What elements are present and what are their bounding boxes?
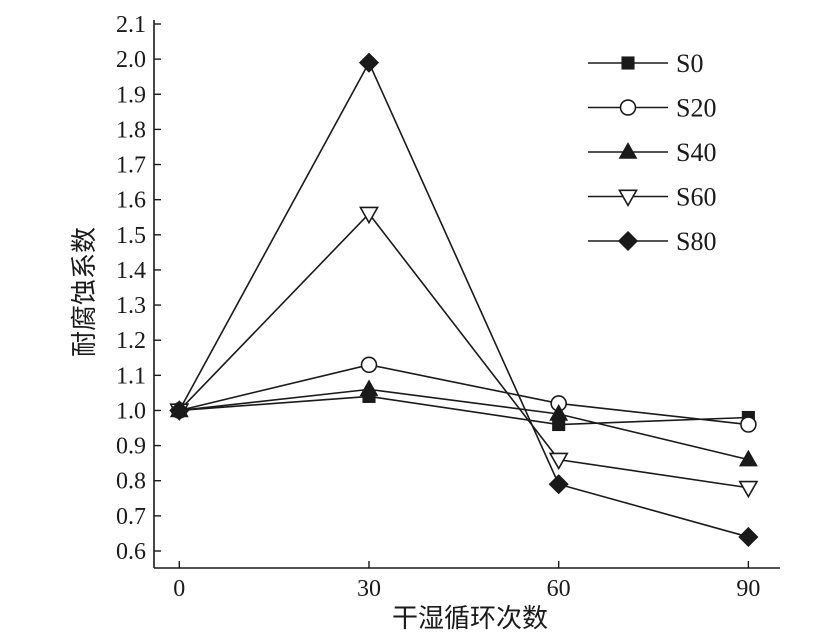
legend-label-s0: S0 [676,49,703,78]
x-tick-label: 90 [736,576,760,602]
x-axis-label: 干湿循环次数 [392,604,548,633]
y-tick-label: 0.8 [116,469,146,495]
legend-marker-s40 [618,142,638,159]
legend-label-s60: S60 [676,183,716,212]
legend-marker-s20 [619,99,637,116]
data-point-s80 [738,526,759,548]
series-line-s60 [178,212,749,489]
data-point-s40 [549,404,569,421]
legend-label-s20: S20 [676,94,716,123]
x-tick-label: 0 [173,576,185,602]
y-tick-label: 1.0 [116,398,146,424]
legend-marker-s80 [617,230,639,252]
y-axis-label: 耐腐蚀系数 [70,227,99,357]
series-line-s20 [179,363,749,426]
y-tick-label: 2.1 [116,12,146,38]
data-point-s20 [360,356,378,374]
axes: 0.6 0.7 0.8 0.9 1.0 1.1 1.2 1.3 1.4 1.5 1.6 1.7 1.8 1… [116,12,780,602]
data-point-s40 [738,449,758,467]
data-point-s60 [548,452,569,471]
data-point-s20 [740,416,757,433]
y-tick-label: 0.7 [116,504,146,530]
legend-marker-s0 [621,56,635,70]
legend-label-s40: S40 [676,138,716,167]
y-tick-label: 0.6 [116,539,146,565]
series-markers [169,52,759,548]
x-tick-label: 60 [547,576,571,602]
y-tick-label: 1.6 [116,188,146,214]
data-point-s60 [738,480,759,499]
y-tick-label: 1.9 [116,82,146,108]
y-tick-label: 1.7 [116,153,146,179]
legend: S0 S20 S40 S60 S80 [588,49,716,256]
legend-marker-s60 [618,189,638,208]
y-tick-label: 1.3 [116,293,146,319]
y-tick-label: 1.2 [116,328,146,354]
data-point-s60 [359,206,379,225]
series-line-s0 [179,395,749,426]
y-tick-label: 2.0 [116,47,146,73]
y-tick-label: 1.4 [116,258,146,284]
series-lines [178,60,749,538]
x-tick-label: 30 [357,576,381,602]
y-tick-label: 1.1 [116,363,146,389]
y-tick-label: 1.8 [116,117,146,143]
data-point-s40 [359,379,379,397]
series-line-s80 [178,60,749,538]
y-tick-label: 0.9 [116,434,146,460]
series-line-s40 [179,388,749,461]
legend-label-s80: S80 [676,227,716,256]
data-point-s80 [358,52,380,73]
data-point-s80 [169,400,190,421]
data-point-s80 [548,474,569,495]
y-tick-label: 1.5 [116,223,146,249]
